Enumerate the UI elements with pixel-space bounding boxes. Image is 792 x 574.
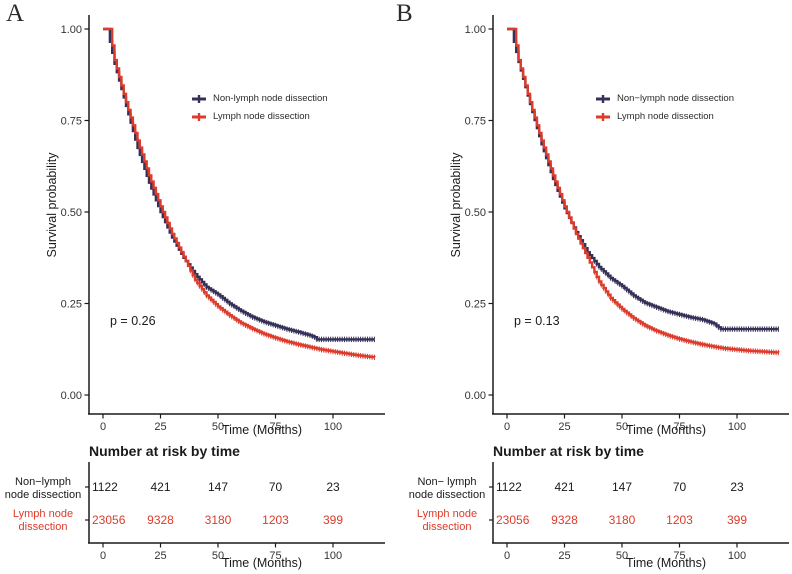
risk-value: 147 bbox=[612, 480, 632, 494]
legend-item-lymph: Lymph node dissection bbox=[595, 111, 734, 122]
risk-value: 3180 bbox=[609, 513, 636, 527]
risk-x-axis-title: Time (Months) bbox=[625, 556, 707, 570]
risk-x-tick-label: 75 bbox=[673, 550, 685, 562]
risk-row-label-lymph: Lymph node dissection bbox=[406, 508, 488, 534]
x-tick-label: 0 bbox=[100, 421, 106, 433]
risk-x-tick-label: 25 bbox=[154, 550, 166, 562]
risk-x-tick-label: 100 bbox=[728, 550, 746, 562]
risk-value: 23 bbox=[730, 480, 744, 494]
risk-row-label-line: node dissection bbox=[4, 488, 82, 501]
legend-item-non-lymph: Non-lymph node dissection bbox=[191, 93, 328, 104]
legend-label: Lymph node dissection bbox=[213, 111, 310, 122]
risk-x-tick-label: 100 bbox=[324, 550, 342, 562]
risk-table-title: Number at risk by time bbox=[493, 443, 644, 459]
y-tick-label: 0.50 bbox=[465, 207, 486, 219]
panel-a: A Survival probability 0.00 0.25 0.50 0.75 1… bbox=[2, 0, 385, 570]
km-curve-non-lymph bbox=[103, 27, 375, 341]
y-tick-label: 0.50 bbox=[61, 207, 82, 219]
x-axis-title: Time (Months) bbox=[625, 423, 707, 437]
risk-table-axis-a: 0 25 50 75 100 1122 421 147 70 23 23056 9328 3180 120… bbox=[85, 462, 385, 562]
km-curve-non-lymph bbox=[507, 27, 779, 331]
risk-value: 3180 bbox=[205, 513, 232, 527]
x-tick-label: 50 bbox=[212, 421, 224, 433]
risk-row-label-line: Lymph node bbox=[12, 508, 74, 520]
panel-label-a: A bbox=[6, 0, 25, 27]
risk-table-axis-b: 0 25 50 75 100 1122 421 147 70 23 23056 9328 3180 120… bbox=[489, 462, 789, 562]
risk-x-tick-label: 50 bbox=[212, 550, 224, 562]
legend-item-lymph: Lymph node dissection bbox=[191, 111, 328, 122]
risk-value: 399 bbox=[323, 513, 343, 527]
y-tick-label: 0.00 bbox=[465, 390, 486, 402]
risk-row-label-line: Non− lymph bbox=[417, 476, 477, 488]
risk-value: 1122 bbox=[496, 480, 522, 494]
risk-row-label-non-lymph: Non−lymph node dissection bbox=[2, 476, 84, 502]
km-chart-a: 0.00 0.25 0.50 0.75 1.00 0 25 50 75 100 bbox=[61, 15, 385, 433]
risk-value: 23056 bbox=[92, 513, 126, 527]
risk-row-label-line: dissection bbox=[422, 520, 472, 533]
y-tick-label: 0.25 bbox=[61, 298, 82, 310]
x-tick-label: 0 bbox=[504, 421, 510, 433]
legend: Non−lymph node dissection Lymph node dis… bbox=[595, 93, 734, 129]
y-tick-label: 0.75 bbox=[61, 115, 82, 127]
risk-x-axis-title: Time (Months) bbox=[221, 556, 303, 570]
x-tick-label: 75 bbox=[673, 421, 685, 433]
risk-row-label-lymph: Lymph node dissection bbox=[2, 508, 84, 534]
y-tick-label: 0.25 bbox=[465, 298, 486, 310]
x-tick-label: 25 bbox=[154, 421, 166, 433]
legend-label: Non-lymph node dissection bbox=[213, 93, 328, 104]
risk-value: 147 bbox=[208, 480, 228, 494]
panel-label-b: B bbox=[396, 0, 413, 27]
km-curve-marker-icon bbox=[596, 112, 610, 121]
km-chart-b: 0.00 0.25 0.50 0.75 1.00 0 25 50 75 100 bbox=[465, 15, 789, 433]
risk-row-label-non-lymph: Non− lymph node dissection bbox=[406, 476, 488, 502]
risk-x-tick-label: 75 bbox=[269, 550, 281, 562]
y-tick-label: 0.00 bbox=[61, 390, 82, 402]
x-tick-label: 75 bbox=[269, 421, 281, 433]
risk-value: 70 bbox=[673, 480, 687, 494]
risk-x-tick-label: 0 bbox=[504, 550, 510, 562]
km-curve-marker-icon bbox=[596, 94, 610, 103]
risk-value: 421 bbox=[150, 480, 170, 494]
legend-label: Lymph node dissection bbox=[617, 111, 714, 122]
y-tick-label: 1.00 bbox=[61, 24, 82, 36]
risk-value: 9328 bbox=[551, 513, 578, 527]
risk-table-title: Number at risk by time bbox=[89, 443, 240, 459]
km-curve-marker-icon bbox=[192, 94, 206, 103]
risk-value: 23 bbox=[326, 480, 340, 494]
risk-value: 23056 bbox=[496, 513, 530, 527]
risk-x-tick-label: 25 bbox=[558, 550, 570, 562]
risk-row-label-line: node dissection bbox=[408, 488, 486, 501]
risk-row-label-line: dissection bbox=[18, 520, 68, 533]
legend-label: Non−lymph node dissection bbox=[617, 93, 734, 104]
risk-value: 1203 bbox=[262, 513, 289, 527]
legend: Non-lymph node dissection Lymph node dis… bbox=[191, 93, 328, 129]
p-value: p = 0.13 bbox=[514, 314, 560, 328]
risk-row-label-line: Lymph node bbox=[416, 508, 478, 520]
risk-value: 421 bbox=[554, 480, 574, 494]
y-tick-label: 0.75 bbox=[465, 115, 486, 127]
panel-b: B Survival probability 0.00 0.25 0.50 0.75 1… bbox=[396, 0, 792, 574]
y-tick-label: 1.00 bbox=[465, 24, 486, 36]
risk-value: 1122 bbox=[92, 480, 118, 494]
x-tick-label: 100 bbox=[728, 421, 746, 433]
x-axis-title: Time (Months) bbox=[221, 423, 303, 437]
risk-value: 1203 bbox=[666, 513, 693, 527]
risk-value: 399 bbox=[727, 513, 747, 527]
km-curve-marker-icon bbox=[192, 112, 206, 121]
risk-value: 9328 bbox=[147, 513, 174, 527]
x-tick-label: 100 bbox=[324, 421, 342, 433]
p-value: p = 0.26 bbox=[110, 314, 156, 328]
risk-x-tick-label: 50 bbox=[616, 550, 628, 562]
risk-row-label-line: Non−lymph bbox=[15, 476, 71, 488]
x-tick-label: 25 bbox=[558, 421, 570, 433]
x-tick-label: 50 bbox=[616, 421, 628, 433]
legend-item-non-lymph: Non−lymph node dissection bbox=[595, 93, 734, 104]
risk-x-tick-label: 0 bbox=[100, 550, 106, 562]
risk-value: 70 bbox=[269, 480, 283, 494]
